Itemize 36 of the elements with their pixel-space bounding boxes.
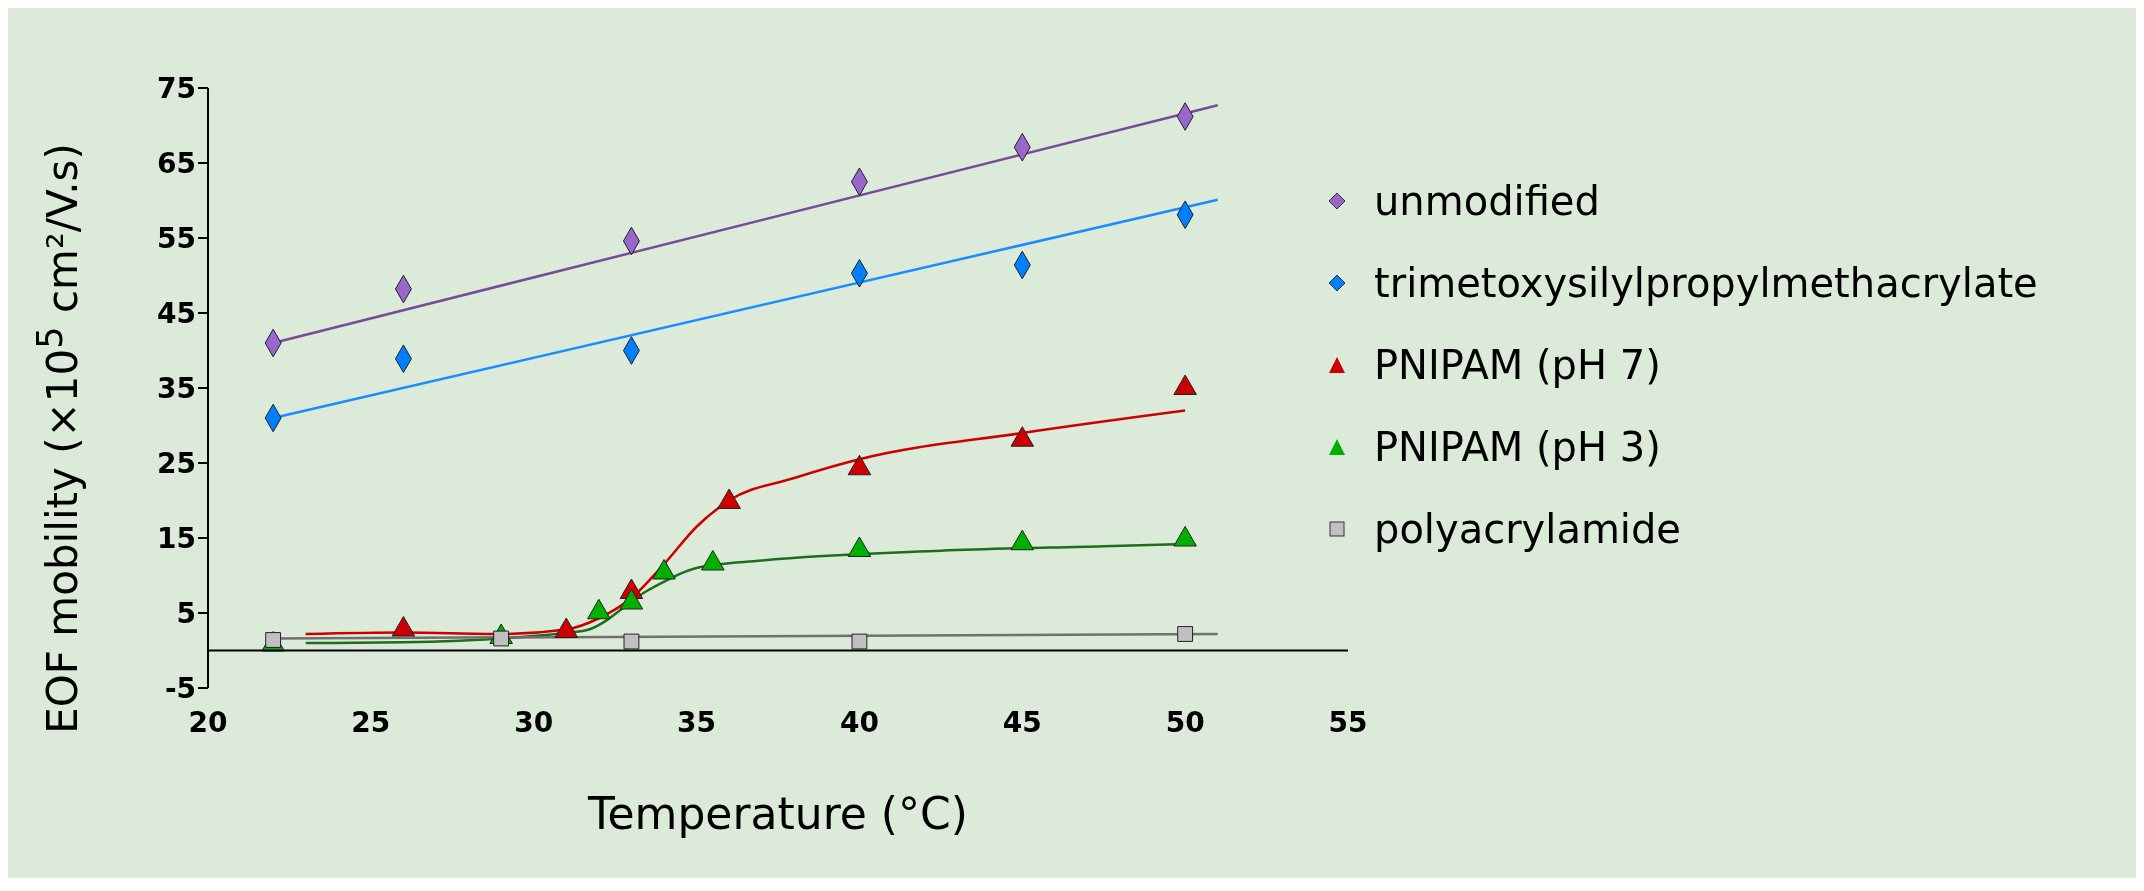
legend-label: PNIPAM (pH 3) bbox=[1374, 424, 1661, 470]
y-tick-label: 5 bbox=[176, 596, 196, 630]
legend-label: PNIPAM (pH 7) bbox=[1374, 342, 1661, 388]
point bbox=[619, 588, 644, 610]
point bbox=[1010, 529, 1035, 551]
y-tick-label: 15 bbox=[157, 521, 196, 555]
x-tick-label: 20 bbox=[188, 705, 228, 739]
point bbox=[391, 615, 416, 637]
y-tick-label: 65 bbox=[157, 146, 196, 180]
x-axis-title: Temperature (°C) bbox=[587, 788, 969, 839]
x-tick-label: 30 bbox=[514, 705, 554, 739]
point bbox=[652, 558, 676, 580]
point bbox=[1010, 426, 1035, 447]
y-tick-label: 75 bbox=[157, 71, 196, 105]
point bbox=[1173, 374, 1197, 396]
legend-label: polyacrylamide bbox=[1374, 506, 1681, 552]
y-tick-label: 35 bbox=[157, 371, 196, 405]
y-tick-label: -5 bbox=[164, 671, 196, 705]
legend-label: trimetoxysilylpropylmethacrylate bbox=[1374, 260, 2038, 306]
x-tick-label: 35 bbox=[677, 705, 717, 739]
point bbox=[717, 488, 741, 510]
point bbox=[554, 617, 579, 639]
point bbox=[847, 454, 872, 476]
y-tick-label: 45 bbox=[157, 296, 196, 330]
x-tick-label: 25 bbox=[351, 705, 391, 739]
x-tick-label: 40 bbox=[839, 705, 879, 739]
point bbox=[701, 549, 725, 571]
y-tick-label: 55 bbox=[157, 221, 196, 255]
x-tick-label: 45 bbox=[1002, 705, 1042, 739]
x-tick-label: 55 bbox=[1328, 705, 1368, 739]
point bbox=[1173, 525, 1197, 547]
legend-label: unmodified bbox=[1374, 178, 1600, 224]
y-tick-label: 25 bbox=[157, 446, 196, 480]
point bbox=[847, 536, 872, 558]
x-tick-label: 50 bbox=[1165, 705, 1205, 739]
point bbox=[587, 598, 611, 620]
